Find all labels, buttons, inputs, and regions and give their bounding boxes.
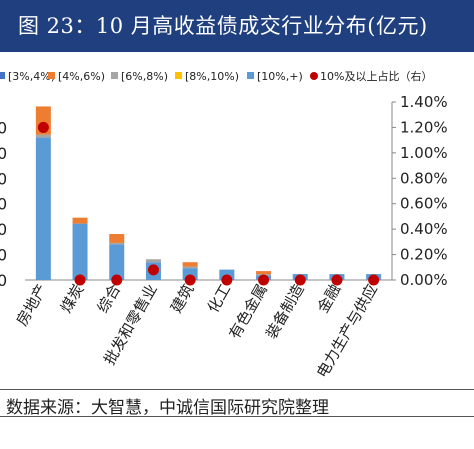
source-note: 数据来源：大智慧，中诚信国际研究院整理 — [6, 398, 329, 418]
ratio-dot — [111, 274, 123, 286]
ratio-dot — [331, 274, 343, 286]
legend-swatch — [0, 72, 5, 79]
left-tick-label: 0 — [0, 246, 7, 265]
legend-label: 10%及以上占比（右） — [320, 69, 432, 83]
chart-dots — [37, 121, 380, 286]
legend-label: [6%,8%) — [121, 70, 168, 83]
ratio-dot — [294, 274, 306, 286]
left-tick-label: 0 — [0, 144, 7, 163]
legend-label: [4%,6%) — [58, 70, 105, 83]
left-tick-label: 0 — [0, 169, 7, 188]
chart-axes: 0.00% 0 0.20% 0 0.40% 0 0.60% 0 0.80% 0 1.00% 0 1.20… — [0, 93, 448, 290]
stacked-bar-chart: [3%,4%) [4%,6%) [6%,8%) [8%,10%) [10%,+) 10%及… — [0, 69, 448, 381]
divider-bottom — [0, 416, 474, 417]
figure-title: 图 23：10 月高收益债成交行业分布(亿元) — [18, 14, 428, 38]
legend-label: [10%,+) — [257, 70, 303, 83]
right-tick-label: 0.60% — [400, 195, 448, 213]
ratio-dot — [37, 121, 49, 133]
ratio-dot — [221, 274, 233, 286]
ratio-dot — [147, 264, 159, 276]
x-tick-label: 化工 — [204, 281, 235, 316]
left-tick-label: 0 — [0, 118, 7, 137]
right-tick-label: 1.40% — [400, 93, 448, 111]
bar-segment — [72, 223, 88, 280]
bar-segment — [109, 242, 125, 245]
x-tick-label: 房地产 — [13, 281, 51, 329]
legend-swatch — [111, 72, 118, 79]
x-tick-label: 综合 — [94, 281, 125, 316]
bar-segment — [182, 268, 198, 280]
legend-swatch — [175, 72, 182, 79]
right-tick-label: 0.00% — [400, 271, 448, 289]
legend-label: [3%,4%) — [8, 70, 55, 83]
ratio-dot — [184, 274, 196, 286]
legend-label: [8%,10%) — [185, 70, 239, 83]
left-tick-label: 0 — [0, 271, 7, 290]
bar-segment — [109, 244, 125, 280]
right-tick-label: 0.80% — [400, 169, 448, 187]
x-tick-label: 金融 — [314, 281, 345, 316]
x-tick-label: 煤炭 — [57, 281, 88, 316]
left-tick-label: 0 — [0, 220, 7, 239]
left-tick-label: 0 — [0, 195, 7, 214]
right-tick-label: 1.20% — [400, 118, 448, 136]
bar-segment — [109, 234, 125, 243]
figure-title-bar: 图 23：10 月高收益债成交行业分布(亿元) — [0, 0, 474, 52]
chart-legend: [3%,4%) [4%,6%) [6%,8%) [8%,10%) [10%,+) 10%及… — [0, 69, 432, 83]
ratio-dot — [258, 274, 270, 286]
ratio-dot — [368, 274, 380, 286]
bar-segment — [256, 271, 272, 275]
legend-swatch — [247, 72, 254, 79]
right-tick-label: 0.40% — [400, 220, 448, 238]
divider-top — [0, 389, 474, 390]
bar-segment — [145, 259, 161, 263]
bar-segment — [182, 266, 198, 269]
bar-segment — [72, 217, 88, 224]
right-tick-label: 0.20% — [400, 246, 448, 264]
legend-swatch — [48, 72, 55, 79]
bar-segment — [182, 262, 198, 267]
bar-segment — [35, 137, 51, 280]
ratio-dot — [74, 274, 86, 286]
right-tick-label: 1.00% — [400, 144, 448, 162]
chart-bars — [35, 106, 382, 280]
legend-swatch — [310, 72, 318, 80]
bar-segment — [35, 134, 51, 138]
x-tick-label: 建筑 — [167, 281, 198, 316]
